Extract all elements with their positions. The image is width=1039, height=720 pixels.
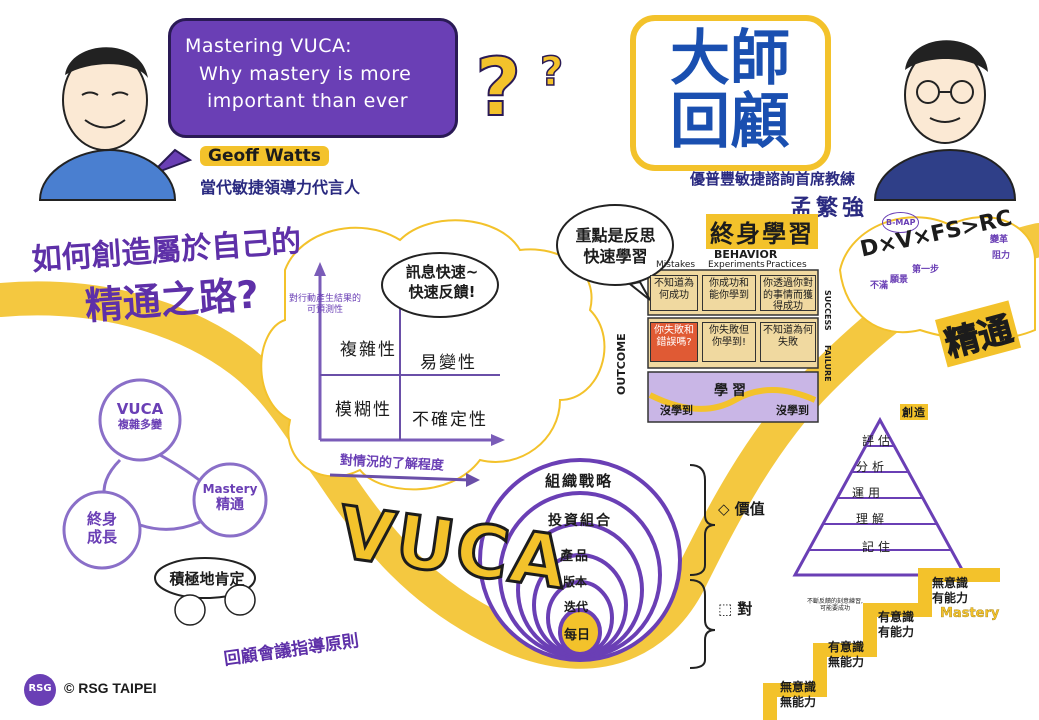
formula-note-3: 第一步	[912, 265, 940, 275]
col-practices: Practices	[766, 260, 807, 270]
pyramid-level-1: 評估	[862, 434, 895, 448]
stair-2-b: 無能力	[828, 655, 865, 669]
badge-line-1: 大師	[670, 24, 790, 94]
formula-note-5: 阻力	[992, 251, 1011, 261]
stair-3-b: 有能力	[878, 625, 915, 639]
matrix-cell-uncertainty: 不確定性	[412, 410, 488, 430]
card-top-2: 你成功和能你學到	[702, 275, 756, 311]
svg-text:?: ?	[540, 49, 563, 95]
cycle-bubble: 積極地肯定	[169, 570, 245, 588]
speaker-name: Geoff Watts	[208, 146, 321, 166]
box-icon: ⬚	[718, 600, 738, 618]
coach-title: 優普豐敏捷諮詢首席教練	[690, 170, 856, 188]
col-mistakes: Mistakes	[656, 260, 696, 270]
y-axis-line-2: 可預測性	[306, 304, 343, 315]
ring-label-product: 產品	[560, 549, 591, 564]
lifelong-bubble: 重點是反思 快速學習	[568, 226, 663, 268]
outcome-label: OUTCOME	[615, 333, 628, 395]
stair-4-b: 有能力	[932, 591, 969, 605]
bracket-right: ⬚ 對	[718, 598, 752, 619]
lifelong-bubble-1: 重點是反思	[575, 226, 656, 245]
talk-title-line-3: important than ever	[207, 90, 409, 113]
pyramid-level-2: 分析	[856, 460, 889, 474]
ring-label-release: 版本	[563, 575, 588, 589]
svg-text:?: ?	[475, 41, 521, 134]
matrix-y-axis-label: 對行動產生結果的 可預測性	[285, 294, 365, 316]
node-mastery-en: Mastery	[202, 482, 258, 496]
node-mastery-zh: 精通	[216, 497, 244, 513]
stair-step-2: 有意識 無能力	[828, 640, 864, 670]
stair-1-b: 無能力	[780, 695, 817, 709]
learn-right: 沒學到	[776, 404, 809, 417]
formula-note-1: 不滿	[870, 281, 889, 291]
formula-note-2: 願景	[890, 275, 909, 285]
matrix-cell-complexity: 複雜性	[340, 340, 397, 360]
bmap-badge: B-MAP	[882, 212, 920, 233]
node-growth-2: 成長	[86, 528, 117, 546]
geoff-portrait	[38, 47, 177, 201]
stair-1-a: 無意識	[780, 680, 817, 694]
card-mid-3: 不知道為何失敗	[760, 322, 816, 362]
stair-4-a: 無意識	[932, 576, 969, 590]
stair-2-a: 有意識	[828, 640, 865, 654]
cycle-node-mastery: Mastery 精通	[194, 482, 266, 515]
stair-step-3: 有意識 有能力	[878, 610, 914, 640]
copyright: © RSG TAIPEI	[64, 680, 157, 696]
pyramid-level-3: 運用	[852, 486, 885, 500]
talk-title-bubble: Mastering VUCA: Why mastery is more impo…	[168, 18, 458, 138]
lifelong-title: 終身學習	[706, 214, 818, 249]
speaker-name-tag: Geoff Watts	[200, 146, 329, 166]
card-mid-1: 你失敗和錯誤嗎?	[650, 322, 698, 362]
stairs-note: 不斷反饋的刻意練習, 可能要成功	[800, 598, 870, 612]
y-axis-line-1: 對行動產生結果的	[288, 294, 361, 304]
col-experiments: Experiments	[708, 260, 765, 270]
pyramid-top: 創造	[900, 404, 928, 420]
ring-label-iteration: 迭代	[564, 600, 589, 614]
stairs-note-2: 可能要成功	[819, 605, 850, 613]
bracket-value-label: 價值	[734, 500, 765, 518]
talk-title-line-1: Mastering VUCA:	[185, 35, 353, 57]
speaker-title: 當代敏捷領導力代言人	[200, 178, 361, 197]
bracket-right-label: 對	[737, 600, 753, 618]
node-growth-1: 終身	[86, 510, 117, 528]
stairs-label: Mastery	[940, 606, 1000, 621]
bubble-line-1: 訊息快速~	[405, 263, 479, 281]
failure-label: FAILURE	[823, 345, 832, 382]
stair-step-1: 無意識 無能力	[780, 680, 816, 710]
pyramid-level-5: 記住	[862, 540, 895, 554]
stair-step-4: 無意識 有能力	[932, 576, 968, 606]
node-vuca-title: VUCA	[116, 400, 164, 418]
pyramid-level-4: 理解	[856, 512, 889, 526]
rsg-logo: RSG	[28, 683, 52, 694]
learn-left: 沒學到	[660, 404, 693, 417]
cycle-node-vuca: VUCA 複雜多變	[100, 400, 180, 431]
card-top-3: 你透過你對的事情而獲得成功	[760, 275, 816, 312]
ring-label-portfolio: 投資組合	[548, 513, 612, 529]
matrix-bubble: 訊息快速~ 快速反饋!	[392, 263, 492, 302]
bracket-value: ◇ 價值	[718, 498, 765, 519]
node-vuca-sub: 複雜多變	[118, 418, 162, 431]
learn-center: 學習	[714, 383, 750, 399]
ring-label-strategy: 組織戰略	[545, 472, 614, 490]
badge-line-2: 回顧	[670, 87, 790, 157]
cycle-node-growth: 終身 成長	[64, 510, 140, 546]
stairs-note-1: 不斷反饋的刻意練習,	[807, 598, 863, 605]
card-top-1: 不知道為何成功	[650, 275, 698, 311]
lifelong-bubble-2: 快速學習	[583, 246, 648, 266]
ring-label-daily: 每日	[564, 628, 591, 643]
card-mid-2: 你失敗但你學到!	[702, 322, 756, 362]
lifelong-behavior: BEHAVIOR	[714, 248, 778, 261]
formula-note-4: 變革	[990, 235, 1009, 245]
matrix-cell-ambiguity: 模糊性	[335, 400, 392, 420]
talk-title-line-2: Why mastery is more	[199, 62, 412, 85]
meng-portrait	[873, 40, 1017, 201]
master-review-badge: 大師 回顧	[660, 28, 800, 154]
headline: 如何創造屬於自己的 精通之路?	[30, 216, 306, 334]
diamond-icon: ◇	[718, 500, 735, 518]
success-label: SUCCESS	[823, 290, 832, 331]
bubble-line-2: 快速反饋!	[408, 282, 476, 301]
matrix-cell-volatility: 易變性	[420, 353, 477, 373]
stair-3-a: 有意識	[878, 610, 915, 624]
